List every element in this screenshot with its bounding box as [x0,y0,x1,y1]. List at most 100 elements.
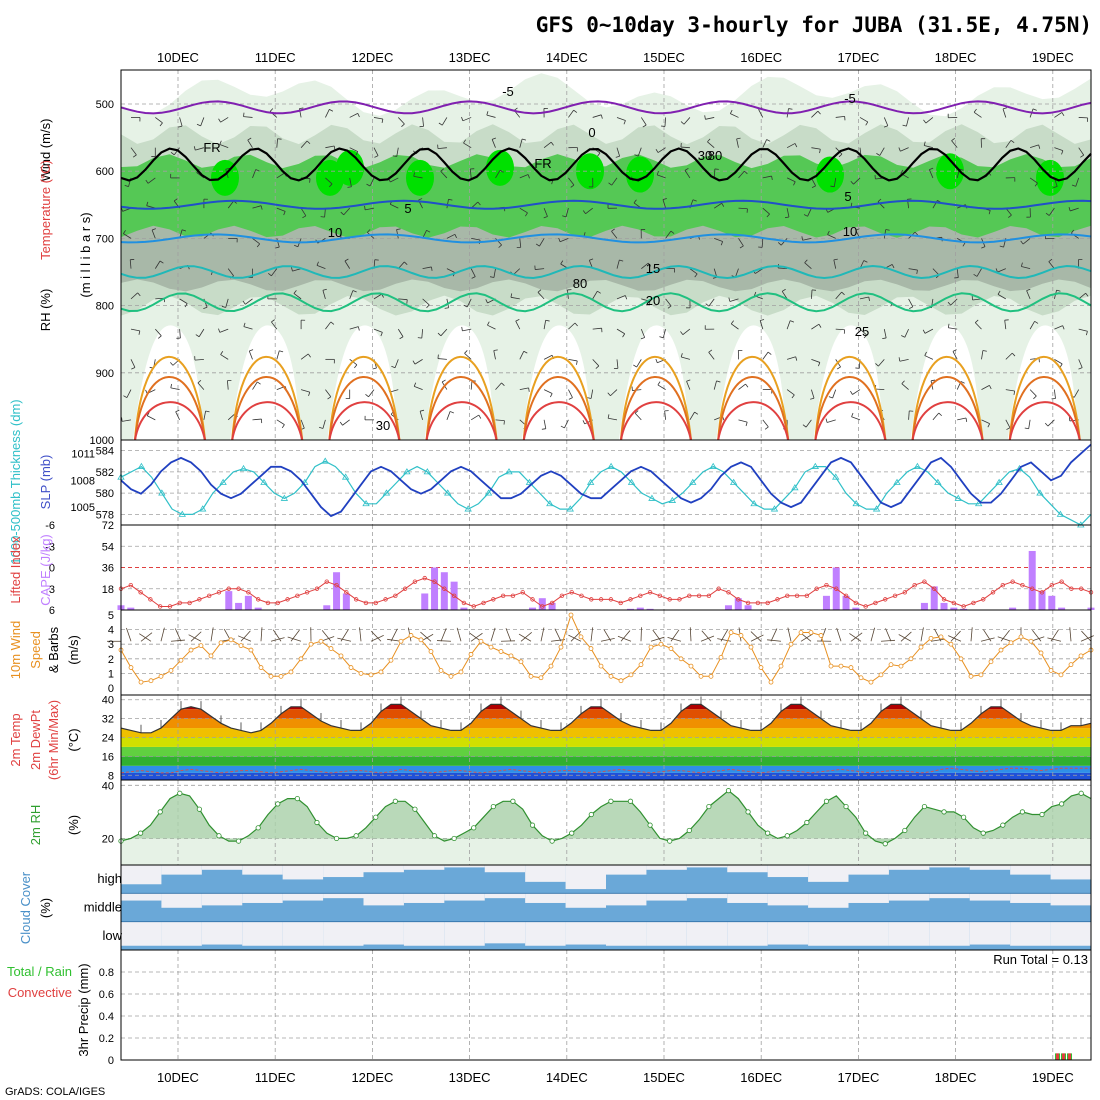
wind-barb-flag [545,319,550,322]
wind10-point [348,665,354,670]
cape-bar [342,593,350,610]
rh2m-point [686,827,692,834]
wind10-tick-label: 4 [108,625,114,637]
wind10-barb [550,639,565,642]
wind-barb-flag [583,232,586,237]
rh-saturated-blob [486,149,514,186]
li-point [902,590,908,595]
isotherm-surface [620,376,692,441]
cloud-gap [282,893,324,901]
wind-barb-flag [656,170,659,175]
wind-barb-flag [924,351,927,356]
thickness-point [689,478,697,485]
rh-band-grey [121,225,1091,292]
wind-barb-flag [193,146,196,151]
wind-barb-flag [680,353,683,358]
isotherm-surface [717,376,790,441]
thickness-point [444,489,452,496]
wind10-barb [1069,627,1072,642]
contour-label: 5 [404,201,411,216]
wind-barb-flag [549,393,553,398]
wind-barb-flag [793,181,796,186]
wind-barb [689,268,698,275]
wind-barb-flag [929,167,934,171]
ylabel-precip-total: Total / Rain [7,964,72,979]
wind-barb [487,324,496,330]
wind-barb [413,175,423,179]
wind-barb-flag [916,269,918,275]
li-point [814,586,819,591]
wind-barb-flag [804,259,808,264]
wind-barb [493,268,496,278]
wind-barb [786,389,795,396]
wind-barb-flag [833,258,838,261]
wind-barb [738,170,745,179]
wind-barb-flag [901,335,905,338]
wind-barb-flag [145,179,149,184]
thickness-point [770,505,779,512]
wind-barb-flag [863,334,868,339]
wind10-barb [836,627,842,642]
thickness-point [648,494,656,501]
rh2m-point [882,841,888,847]
wind-barb-flag [686,379,691,382]
isotherm-surface [522,401,595,441]
wind10-barb [456,627,462,642]
wind-barb-flag [491,137,497,140]
li-point [1069,586,1074,591]
wind-barb-flag [560,425,565,429]
wind10-barb [667,637,682,642]
wind-barb-flag [242,300,246,305]
precip-tick-label: 0.4 [99,1011,114,1023]
wind-barb [349,112,358,118]
li-point [500,593,506,599]
wind-barb [373,328,383,333]
slp-frame [120,439,1092,526]
wind-barb-flag [225,167,230,170]
wind-barb-flag [999,245,1004,248]
wind-barb [446,199,449,209]
rh2m-point [373,814,379,820]
cloud-gap [727,893,768,903]
thickness-point [280,494,289,501]
wind-barb [859,328,868,336]
wind-barb [707,141,715,148]
contour-label: 80 [708,148,722,163]
cape-bar [822,595,830,610]
wind-barb-flag [597,290,601,294]
isotherm-surface [134,355,206,441]
li-point [236,586,241,591]
wind10-tick-label: 0 [108,683,114,695]
wind10-point [528,673,534,679]
wind10-barb [750,631,762,642]
wind10-barb [139,633,152,642]
ylabel-millibars: (m i l l i b a r s) [78,212,93,297]
wind10-barb [930,638,945,642]
wind-barb-flag [159,260,164,264]
wind10-barb [490,627,496,642]
rh2m-point [902,827,908,834]
wind10-barb [287,636,302,642]
wind10-point [458,669,464,675]
wind10-barb [980,637,995,642]
temp-color-band [121,737,1091,747]
thickness-point [934,478,942,485]
wind-barb-flag [1038,144,1041,149]
cloud-level-label: high [97,871,122,886]
freezing-level-label: FR [203,140,220,155]
wind-barb-flag [930,379,936,382]
date-label-bottom: 13DEC [449,1070,491,1085]
rh-dry-lobe [521,325,592,440]
wind-barb [924,145,933,149]
wind-barb-flag [634,410,639,414]
cloud-gap [727,921,768,946]
isotherm-surface [814,376,887,441]
isotherm-surface [911,355,984,441]
wind-barb-flag [667,305,672,309]
thickness-point [137,462,146,469]
li-point [324,579,329,584]
wind-barb-flag [607,392,611,397]
cloud-gap [363,921,404,945]
wind-barb [1054,112,1063,118]
thickness-point [627,478,636,485]
